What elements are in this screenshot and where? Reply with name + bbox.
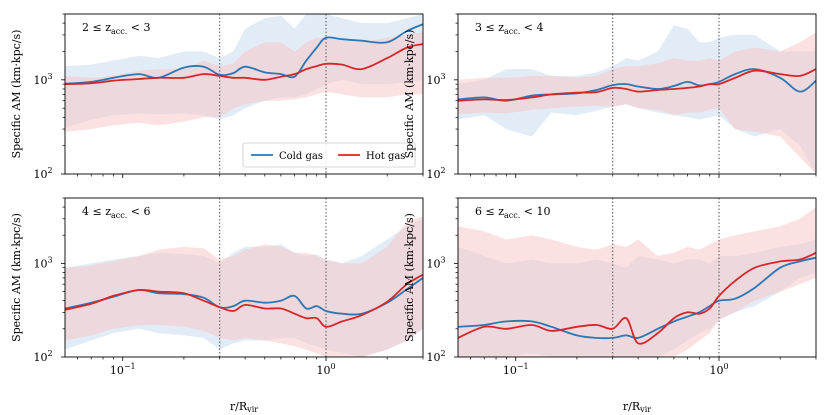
axes-frame — [64, 13, 424, 175]
legend-box — [242, 142, 416, 168]
plot-area — [65, 198, 423, 357]
panel-label: 4 ≤ zacc. < 6 — [82, 205, 151, 220]
y-tick-base: 10 — [426, 257, 440, 270]
hot-gas-band — [65, 216, 423, 357]
x-tick-label: 100 — [709, 362, 728, 377]
panel-label-tail: < 6 — [127, 205, 150, 218]
y-tick-base: 10 — [33, 74, 47, 87]
panel-label-tail: < 3 — [127, 21, 150, 34]
y-axis-label: Specific AM (km·kpc/s) — [10, 213, 23, 342]
x-axis-label-main: r/R — [230, 400, 248, 413]
panel-label-tail: < 10 — [520, 205, 550, 218]
x-tick-exponent: −1 — [124, 362, 136, 371]
hot-gas-line — [65, 43, 423, 85]
y-tick-base: 10 — [33, 351, 47, 364]
y-tick-label: 103 — [33, 72, 52, 87]
y-tick-label: 102 — [426, 166, 445, 181]
legend: Cold gas Hot gas — [242, 142, 416, 168]
y-axis-label: Specific AM (km·kpc/s) — [10, 30, 23, 159]
y-tick-label: 102 — [33, 166, 52, 181]
cold-gas-line — [65, 23, 423, 85]
x-tick-exponent: 0 — [330, 362, 335, 371]
panel-label-head: 4 ≤ z — [82, 205, 111, 218]
y-tick-label: 103 — [426, 255, 445, 270]
x-tick-base: 10 — [316, 364, 330, 377]
y-tick-base: 10 — [33, 168, 47, 181]
y-tick-exponent: 2 — [440, 349, 445, 358]
cold-gas-line — [458, 256, 816, 340]
plot-area — [65, 14, 423, 174]
y-tick-base: 10 — [426, 168, 440, 181]
y-tick-exponent: 3 — [440, 72, 445, 81]
y-axis-label: Specific AM (km·kpc/s) — [403, 213, 416, 342]
hot-gas-line — [65, 273, 423, 328]
x-axis-label-sub: vir — [639, 405, 651, 414]
panel-label-head: 2 ≤ z — [82, 21, 111, 34]
x-tick-exponent: −1 — [517, 362, 529, 371]
y-tick-exponent: 3 — [440, 255, 445, 264]
legend-hot-label: Hot gas — [366, 151, 405, 162]
cold-gas-line — [458, 68, 816, 102]
x-axis-label: r/Rvir — [623, 400, 651, 414]
hot-gas-band — [65, 32, 423, 132]
x-tick-base: 10 — [110, 364, 124, 377]
plot-area — [458, 198, 816, 357]
y-tick-label: 103 — [426, 72, 445, 87]
x-tick-base: 10 — [709, 364, 723, 377]
x-tick-base: 10 — [503, 364, 517, 377]
panel-label-sub: acc. — [111, 27, 127, 36]
panel-label: 3 ≤ zacc. < 4 — [475, 21, 544, 36]
x-tick-label: 100 — [316, 362, 335, 377]
y-tick-label: 102 — [426, 349, 445, 364]
panel-label-sub: acc. — [504, 27, 520, 36]
y-axis-label: Specific AM (km·kpc/s) — [403, 30, 416, 159]
y-tick-base: 10 — [426, 351, 440, 364]
hot-gas-line — [458, 251, 816, 345]
hot-gas-line — [458, 68, 816, 102]
y-tick-exponent: 3 — [47, 255, 52, 264]
panel-label-sub: acc. — [504, 211, 520, 220]
panel-label-head: 3 ≤ z — [475, 21, 504, 34]
legend-cold-label: Cold gas — [279, 151, 323, 162]
hot-gas-band — [458, 32, 816, 174]
hot-gas-band — [458, 207, 816, 357]
x-tick-exponent: 0 — [723, 362, 728, 371]
x-tick-label: 10−1 — [110, 362, 136, 377]
x-axis-label: r/Rvir — [230, 400, 258, 414]
panel-label-head: 6 ≤ z — [475, 205, 504, 218]
y-tick-exponent: 2 — [47, 349, 52, 358]
y-tick-base: 10 — [426, 74, 440, 87]
panel-label: 2 ≤ zacc. < 3 — [82, 21, 151, 36]
y-tick-exponent: 2 — [440, 166, 445, 175]
x-tick-label: 10−1 — [503, 362, 529, 377]
axes-frame — [457, 197, 817, 358]
axes-frame — [64, 197, 424, 358]
y-tick-label: 102 — [33, 349, 52, 364]
y-tick-exponent: 2 — [47, 166, 52, 175]
plot-area — [458, 14, 816, 174]
x-axis-label-sub: vir — [246, 405, 258, 414]
y-tick-base: 10 — [33, 257, 47, 270]
panel-label-tail: < 4 — [520, 21, 543, 34]
axes-frame — [457, 13, 817, 175]
y-tick-exponent: 3 — [47, 72, 52, 81]
y-tick-label: 103 — [33, 255, 52, 270]
panel-label-sub: acc. — [111, 211, 127, 220]
x-axis-label-main: r/R — [623, 400, 641, 413]
panel-label: 6 ≤ zacc. < 10 — [475, 205, 551, 220]
